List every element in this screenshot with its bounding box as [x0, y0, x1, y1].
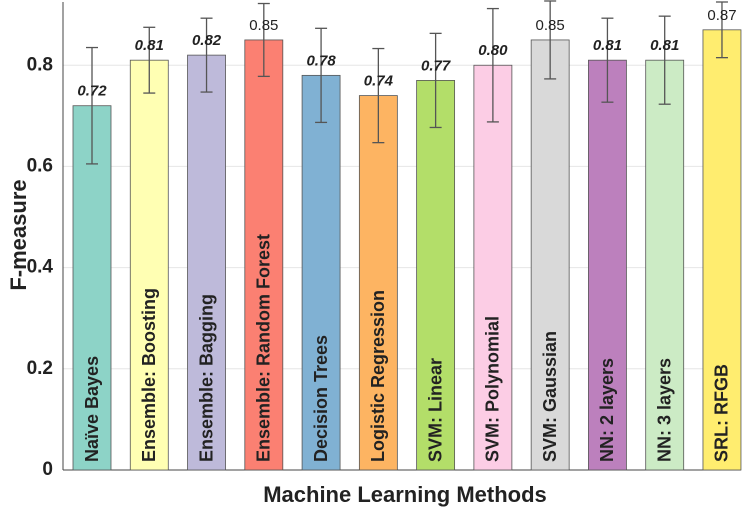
y-tick-label: 0.8: [27, 54, 53, 75]
bar: [645, 59, 685, 471]
error-bar: [372, 47, 385, 144]
error-bar: [257, 2, 270, 78]
bar-category-label: Ensemble: Random Forest: [254, 234, 274, 462]
error-bar: [143, 26, 156, 94]
value-label: 0.82: [192, 32, 222, 49]
bar: [244, 39, 284, 471]
bar-category-label: Naïve Bayes: [82, 356, 102, 462]
value-label: 0.81: [593, 37, 622, 54]
y-tick-label: 0.6: [27, 155, 53, 176]
bar-category-label: Ensemble: Boosting: [139, 288, 159, 462]
error-bar: [658, 15, 671, 105]
bar-category-label: SVM: Polynomial: [483, 316, 503, 462]
error-bar: [429, 32, 442, 129]
bar-category-label: SRL: RFGB: [712, 364, 732, 462]
bar: [187, 54, 226, 471]
value-label: 0.81: [135, 37, 164, 54]
value-label: 0.85: [536, 17, 565, 34]
error-bar: [601, 17, 614, 103]
error-bar: [544, 0, 557, 80]
error-bar: [86, 46, 98, 165]
bar: [588, 59, 627, 471]
x-axis-label: Machine Learning Methods: [263, 482, 547, 507]
bar-category-label: Decision Trees: [311, 335, 331, 462]
error-bar: [315, 27, 328, 124]
bar: [301, 74, 341, 471]
bar-category-label: SVM: Gaussian: [540, 331, 560, 462]
bar-category-label: SVM: Linear: [425, 358, 445, 462]
error-bar: [715, 1, 728, 59]
value-label: 0.72: [77, 83, 107, 100]
value-label: 0.74: [364, 73, 394, 90]
bar-category-label: NN: 2 layers: [597, 358, 617, 462]
error-bar: [486, 7, 499, 123]
value-label: 0.81: [650, 37, 679, 54]
bar: [416, 80, 456, 471]
y-tick-label: 0: [42, 459, 53, 480]
error-bar: [200, 17, 213, 93]
bar: [702, 29, 742, 471]
bar-category-label: Ensemble: Bagging: [196, 294, 216, 462]
value-label: 0.80: [478, 42, 508, 59]
bar-category-label: Logistic Regression: [368, 290, 388, 462]
value-label: 0.77: [421, 57, 451, 74]
bar-category-label: NN: 3 layers: [654, 358, 674, 462]
value-label: 0.85: [249, 17, 278, 34]
y-tick-label: 0.2: [27, 358, 53, 379]
bar: [473, 64, 513, 471]
y-axis-label: F-measure: [6, 179, 31, 290]
value-label: 0.87: [707, 7, 736, 24]
bar: [129, 59, 169, 471]
value-label: 0.78: [306, 52, 336, 69]
bar: [530, 39, 570, 471]
y-tick-label: 0.4: [27, 257, 54, 278]
